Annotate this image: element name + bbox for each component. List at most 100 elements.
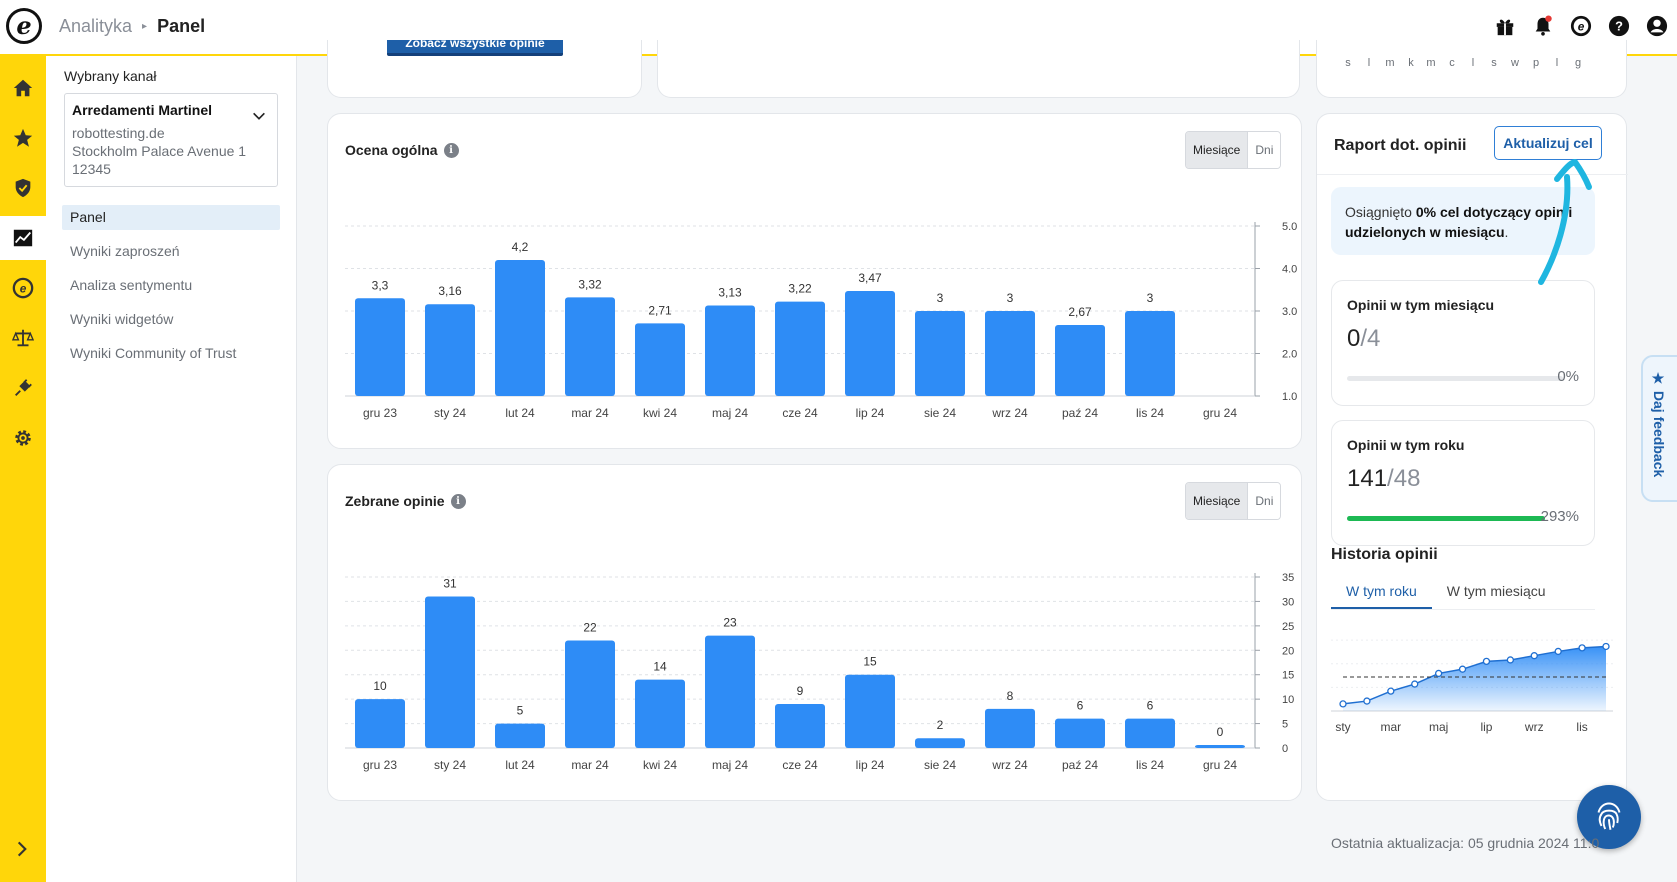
bar [845,291,895,396]
shield-icon[interactable] [0,166,46,210]
x-tick-label: wrz 24 [991,406,1028,420]
x-tick-label: lip 24 [856,406,885,420]
breadcrumb-current: Panel [157,16,206,36]
help-icon[interactable]: ? [1607,14,1631,38]
info-icon[interactable]: i [443,142,459,158]
data-label: 6 [1147,699,1154,713]
history-point [1530,652,1538,660]
x-tick-label: paź 24 [1062,758,1098,772]
reviews-summary-card: Zobacz wszystkie opinie [327,40,642,98]
overall-rating-card: Ocena ogólna i Miesiące Dni 1.0 2.0 3.0 4.0… [327,113,1302,449]
account-icon[interactable] [1645,14,1669,38]
x-tick-label: sty [1335,720,1350,734]
breadcrumb-parent[interactable]: Analityka [59,16,133,36]
x-tick-label: lut 24 [505,406,535,420]
x-tick-label: lip 24 [856,758,885,772]
weekday-letter: l [1556,57,1558,69]
channel-selector[interactable]: Arredamenti Martinel robottesting.de Sto… [64,93,278,187]
chart-icon[interactable] [0,216,46,260]
data-label: 5 [517,704,524,718]
tab-this-year[interactable]: W tym roku [1331,572,1432,609]
history-line [1342,645,1607,705]
data-label: 8 [1007,689,1014,703]
data-label: 6 [1077,699,1084,713]
gear-icon[interactable] [0,416,46,460]
bar [775,704,825,748]
see-all-reviews-button[interactable]: Zobacz wszystkie opinie [387,40,563,56]
info-icon[interactable]: i [450,493,466,509]
divider [1317,174,1628,175]
data-label: 14 [653,660,667,674]
year-progress-fill [1347,516,1545,521]
x-tick-label: wrz 24 [991,758,1028,772]
year-stat-title: Opinii w tym roku [1347,437,1465,453]
history-point [1339,700,1347,708]
x-tick-label: mar [1380,720,1401,734]
year-percent: 293% [1540,508,1579,525]
x-tick-label: sie 24 [924,758,956,772]
left-rail: e [0,56,46,882]
toggle-months[interactable]: Miesiące [1186,483,1249,519]
trusted-logo-icon[interactable]: e [1569,14,1593,38]
x-tick-label: gru 24 [1203,406,1237,420]
collected-reviews-title: Zebrane opinie i [345,493,466,509]
bar [565,297,615,396]
sidebar-item-community[interactable]: Wyniki Community of Trust [70,345,237,361]
bar [495,260,545,396]
sidebar-item-invitations[interactable]: Wyniki zaproszeń [70,243,180,259]
data-label: 2,71 [648,303,672,317]
data-label: 3,16 [438,284,462,298]
weekday-letter: m [1385,57,1394,69]
weekday-letter: m [1426,57,1435,69]
update-goal-button[interactable]: Aktualizuj cel [1494,126,1602,160]
channel-address: Stockholm Palace Avenue 1 [72,143,247,159]
toggle-months[interactable]: Miesiące [1186,132,1249,168]
plug-icon[interactable] [0,366,46,410]
breadcrumb-separator-icon: ▸ [142,21,148,32]
star-icon[interactable] [0,116,46,160]
feedback-tab[interactable]: ★ Daj feedback [1641,355,1677,502]
tab-this-month[interactable]: W tym miesiącu [1446,583,1546,599]
sidebar-item-panel[interactable]: Panel [62,205,280,230]
data-label: 22 [583,621,597,635]
bar [775,301,825,396]
home-icon[interactable] [0,66,46,110]
y-tick-label: 1.0 [1282,391,1297,403]
y-tick-label: 2.0 [1282,349,1297,361]
svg-text:e: e [1578,20,1585,34]
gift-icon[interactable] [1493,14,1517,38]
weekday-letter: p [1533,57,1539,69]
bar [915,738,965,748]
toggle-days[interactable]: Dni [1248,132,1281,168]
data-label: 3 [1007,291,1014,305]
x-tick-label: cze 24 [782,758,818,772]
overall-rating-chart: 1.0 2.0 3.0 4.0 5.0 3,3 gru 23 3,16 sty 24 4,2 lut… [345,221,1297,420]
data-label: 3,32 [578,277,602,291]
scale-icon[interactable] [0,316,46,360]
bar [495,723,545,748]
bell-icon[interactable] [1531,14,1555,38]
goal-info-box: Osiągnięto 0% cel dotyczący opinii udzie… [1331,187,1595,255]
data-label: 3,22 [788,282,812,296]
brand-logo-icon[interactable]: e [6,8,42,44]
data-label: 9 [797,684,804,698]
svg-text:?: ? [1615,19,1623,34]
weekday-letter: s [1345,57,1351,69]
expand-chevron-icon[interactable] [12,839,32,864]
info-bold: 0% cel dotyczący opinii udzielonych w mi… [1345,204,1573,240]
sidebar-item-sentiment[interactable]: Analiza sentymentu [70,277,193,293]
info-suffix: . [1504,224,1509,240]
chevron-down-icon[interactable] [251,108,267,129]
breadcrumb: Analityka ▸ Panel [59,16,205,37]
sidebar-item-widgets[interactable]: Wyniki widgetów [70,311,174,327]
data-label: 15 [863,655,877,669]
history-point [1506,656,1515,664]
trusted-icon[interactable]: e [0,266,46,310]
toggle-days[interactable]: Dni [1248,483,1281,519]
x-tick-label: lut 24 [505,758,535,772]
fingerprint-icon[interactable] [1577,785,1641,849]
x-tick-label: gru 23 [363,758,397,772]
x-tick-label: mar 24 [571,758,609,772]
history-point [1554,647,1562,656]
